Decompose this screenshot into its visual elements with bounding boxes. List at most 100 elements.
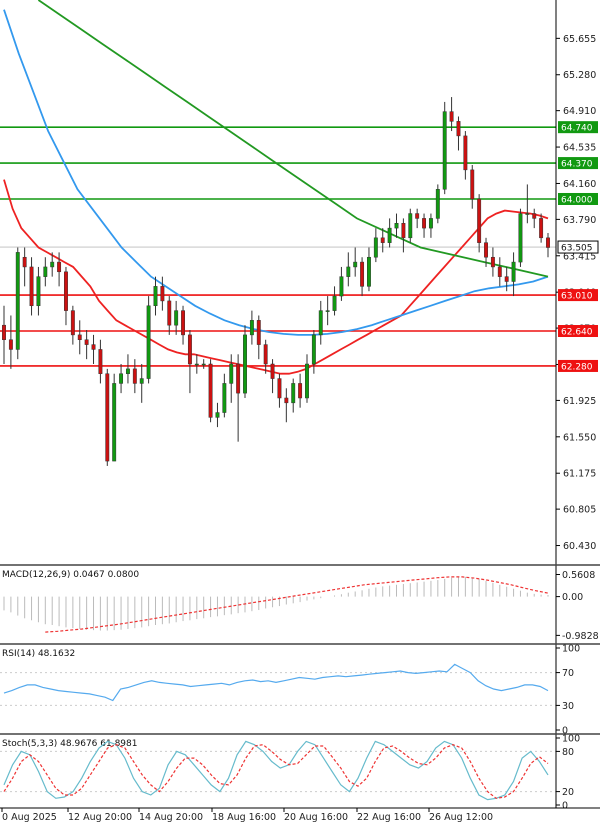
candle-body [263, 344, 268, 365]
candle-body [187, 334, 192, 365]
ma-blue-line [3, 9, 549, 336]
stoch-k-line [3, 740, 549, 801]
candle-body [456, 121, 461, 137]
candle-body [194, 363, 199, 366]
candle-body [270, 363, 275, 379]
candle-body [160, 286, 165, 302]
rsi-tick-label: 70 [562, 668, 574, 679]
candle-body [380, 237, 385, 243]
candle-body [29, 266, 34, 307]
candle-body [15, 252, 20, 350]
price-tick-label: 65.280 [563, 70, 596, 81]
ma-green-line [37, 0, 549, 278]
candle-body [284, 397, 289, 404]
candle-body [298, 383, 303, 399]
candle-body [525, 213, 530, 215]
price-tick-label: 64.910 [563, 106, 596, 117]
candle-body [112, 383, 117, 462]
price-tick-label: 61.925 [563, 396, 596, 407]
candle-body [497, 266, 502, 277]
price-tick-label: 65.655 [563, 34, 596, 45]
price-tick-label: 63.790 [563, 215, 596, 226]
candle-body [153, 286, 158, 307]
stoch-d-line [3, 744, 549, 799]
price-tick-label: 64.160 [563, 179, 596, 190]
candle-body [105, 373, 110, 462]
candle-body [132, 368, 137, 384]
candle-body [277, 378, 282, 399]
support-level-label: 62.640 [561, 328, 593, 338]
candle-body [408, 213, 413, 239]
price-tick-label: 61.175 [563, 469, 596, 480]
support-level-label: 63.010 [561, 292, 593, 302]
candle-body [490, 256, 495, 268]
macd-signal-line [45, 576, 549, 633]
candle-body [401, 223, 406, 239]
macd-tick-label: 0.00 [562, 592, 583, 603]
candle-body [43, 266, 48, 277]
x-tick-label: 18 Aug 16:00 [212, 812, 276, 823]
candle-body [346, 266, 351, 277]
candle-body [119, 373, 124, 384]
candle-body [222, 383, 227, 413]
candle-body [236, 363, 241, 394]
candle-body [353, 261, 358, 268]
candle-body [422, 218, 427, 229]
candle-body [428, 218, 433, 229]
candle-body [91, 344, 96, 350]
candle-body [539, 218, 544, 239]
candle-body [229, 363, 234, 384]
resistance-level-tag [558, 121, 598, 134]
candle-body [291, 383, 296, 404]
ma-red-line [3, 179, 549, 375]
candle-body [394, 223, 399, 229]
candle-body [2, 324, 6, 340]
x-tick-label: 26 Aug 12:00 [429, 812, 493, 823]
rsi-label: RSI(14) 48.1632 [2, 649, 75, 659]
price-tick-label: 64.535 [563, 143, 596, 154]
candle-body [546, 237, 550, 248]
candle-body [373, 237, 378, 258]
candle-body [463, 135, 468, 171]
candle-body [167, 300, 172, 326]
candle-body [201, 363, 206, 366]
candle-body [532, 213, 537, 219]
x-tick-label: 12 Aug 20:00 [68, 812, 132, 823]
x-tick-label: 0 Aug 2025 [2, 812, 57, 823]
rsi-line [3, 663, 549, 702]
price-tick-label: 60.430 [563, 541, 596, 552]
candle-body [50, 261, 55, 268]
price-tick-label: 60.805 [563, 505, 596, 516]
support-level-tag [558, 359, 598, 372]
candle-body [504, 276, 509, 282]
stoch-label: Stoch(5,3,3) 48.9676 61.8981 [2, 739, 137, 749]
candle-body [98, 349, 103, 374]
candle-body [125, 368, 130, 374]
x-tick-label: 20 Aug 16:00 [284, 812, 348, 823]
candle-body [511, 261, 516, 282]
price-tick-label: 61.550 [563, 432, 596, 443]
candle-body [146, 305, 151, 379]
candle-body [387, 227, 392, 243]
price-tick-label: 63.415 [563, 251, 596, 262]
candle-body [215, 412, 220, 418]
rsi-tick-label: 100 [562, 644, 580, 655]
candle-body [332, 295, 337, 311]
support-level-tag [558, 289, 598, 302]
candle-body [8, 339, 13, 350]
candle-body [139, 378, 144, 384]
candle-body [84, 339, 89, 345]
macd-tick-label: 0.5608 [562, 570, 595, 581]
candle-body [367, 256, 371, 287]
resistance-level-label: 64.000 [561, 195, 593, 205]
candle-body [477, 198, 482, 243]
support-level-tag [558, 325, 598, 338]
candle-body [57, 261, 62, 273]
candle-body [256, 320, 261, 345]
candle-body [70, 310, 75, 336]
candle-body [36, 276, 41, 307]
candle-body [435, 189, 440, 219]
stoch-tick-label: 20 [562, 787, 574, 798]
